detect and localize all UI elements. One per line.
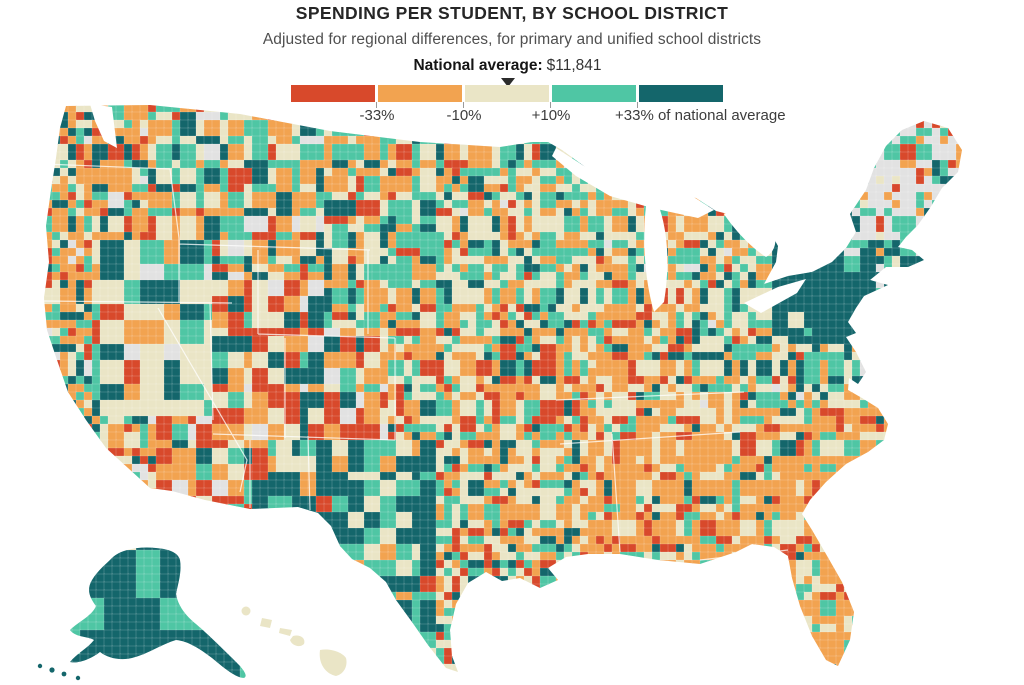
hawaii-islands xyxy=(241,606,347,676)
legend-tick xyxy=(550,102,551,108)
legend-swatch-0 xyxy=(291,85,375,102)
national-average-value: $11,841 xyxy=(546,57,602,74)
legend-tick-label: +10% xyxy=(531,107,571,124)
island-hawaii xyxy=(319,649,347,676)
chart-subtitle: Adjusted for regional differences, for p… xyxy=(262,31,762,48)
legend-tick xyxy=(637,102,638,108)
legend-tick-label: +33% of national average xyxy=(615,107,786,124)
state-borders xyxy=(43,163,789,561)
legend-swatch-3 xyxy=(552,85,636,102)
national-average-caption: National average: xyxy=(413,57,543,74)
puget-sound xyxy=(90,104,117,148)
island-oahu xyxy=(260,618,272,628)
lake-superior xyxy=(552,148,714,218)
legend-swatch-4 xyxy=(639,85,723,102)
national-average-label: National average: $11,841 xyxy=(0,57,1015,75)
alaska-district-mosaic xyxy=(70,547,246,678)
island-kauai xyxy=(241,606,251,616)
legend-tick xyxy=(376,102,377,108)
legend-swatch-1 xyxy=(378,85,462,102)
legend-swatch-2 xyxy=(465,85,549,102)
aleutian-islands xyxy=(37,663,81,681)
lake-huron xyxy=(724,211,776,257)
legend-tick-label: -10% xyxy=(446,107,482,124)
island-maui xyxy=(290,635,305,647)
lake-erie xyxy=(744,279,806,313)
lake-ontario xyxy=(779,249,827,267)
great-lakes xyxy=(90,104,827,313)
lake-michigan xyxy=(644,204,668,312)
island-molokai xyxy=(279,628,292,636)
down-triangle-icon xyxy=(501,78,515,87)
legend-color-scale xyxy=(291,85,723,102)
legend-tick xyxy=(463,102,464,108)
legend-tick-label: -33% xyxy=(359,107,395,124)
page-title: SPENDING PER STUDENT, BY SCHOOL DISTRICT xyxy=(295,3,729,23)
